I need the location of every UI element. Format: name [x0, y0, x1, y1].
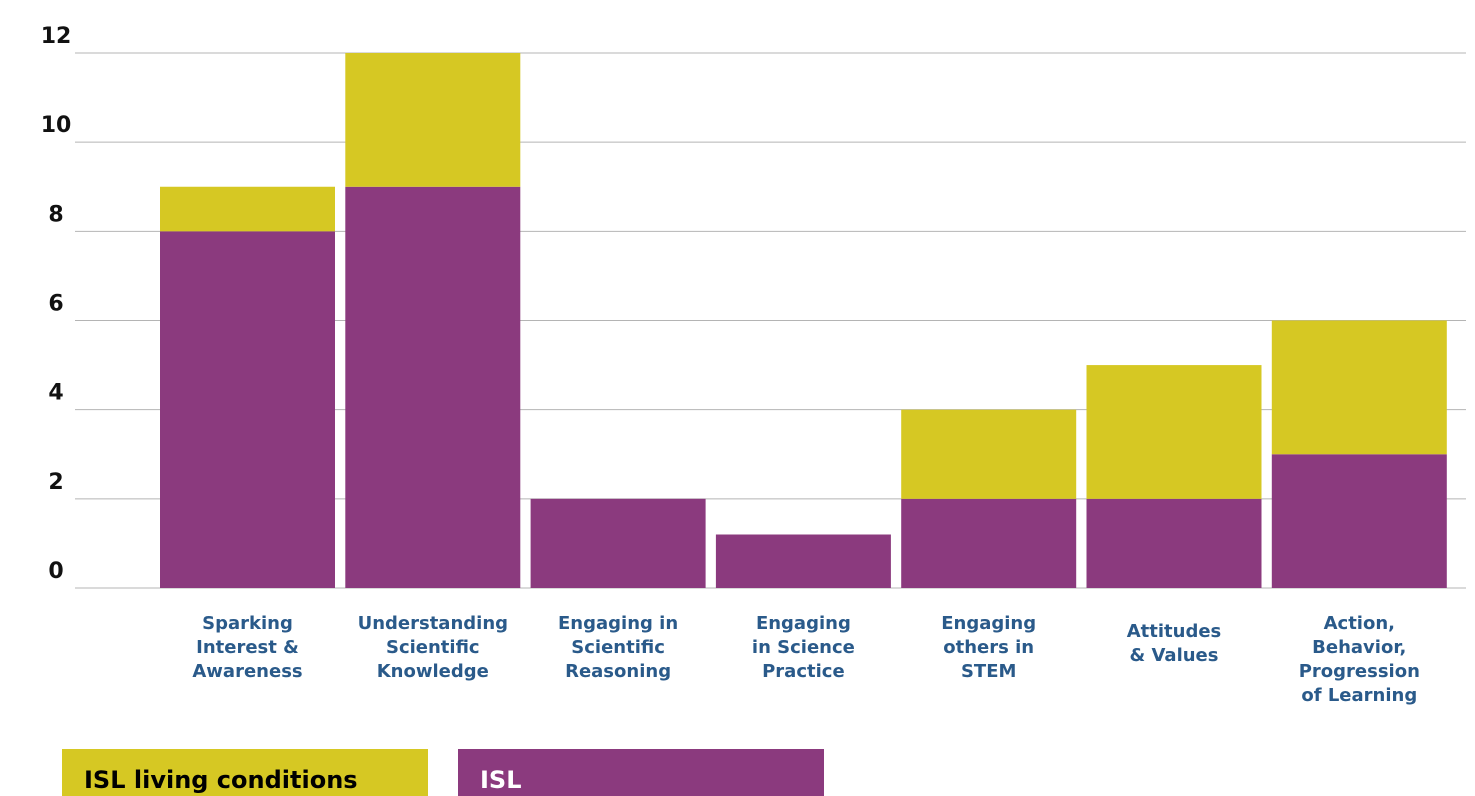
- x-tick-label: Attitudes & Values: [1126, 621, 1222, 666]
- legend-item-isl-living-conditions: ISL living conditions: [62, 749, 428, 796]
- bar-segment-isl-2: [530, 498, 706, 588]
- x-tick-label: Engaging in Scientific Reasoning: [558, 613, 679, 682]
- legend-item-isl: ISL: [458, 749, 824, 796]
- bar-segment-isl-5: [1086, 498, 1262, 588]
- bar-segment-isl-4: [901, 498, 1077, 588]
- y-tick-label: 4: [48, 381, 63, 406]
- legend-label: ISL living conditions: [84, 766, 358, 794]
- y-tick-label: 8: [48, 202, 63, 227]
- x-tick-label: Action, Behavior, Progression of Learnin…: [1298, 613, 1420, 706]
- bar-segment-isl-living-conditions-4: [901, 409, 1077, 499]
- x-tick-label: Sparking Interest & Awareness: [192, 613, 303, 682]
- x-tick-label: Engaging others in STEM: [941, 613, 1037, 682]
- bar-segment-isl-3: [715, 534, 891, 588]
- y-axis-ticks: 0 2 4 6 8 10 12: [41, 24, 72, 584]
- y-tick-label: 2: [48, 470, 63, 495]
- bar-segment-isl-0: [160, 231, 335, 589]
- bar-segment-isl-living-conditions-6: [1271, 320, 1447, 455]
- y-tick-label: 0: [48, 559, 63, 584]
- bar-segment-isl-1: [345, 186, 521, 588]
- bar-segment-isl-6: [1271, 454, 1447, 588]
- y-tick-label: 6: [48, 292, 63, 317]
- y-tick-label: 10: [41, 113, 72, 138]
- x-tick-label: Understanding Scientific Knowledge: [357, 613, 509, 682]
- bar-segment-isl-living-conditions-1: [345, 53, 521, 187]
- bar-segment-isl-living-conditions-5: [1086, 365, 1262, 499]
- bars: [160, 53, 1447, 589]
- x-tick-label: Engaging in Science Practice: [751, 613, 855, 682]
- legend-label: ISL: [480, 766, 522, 794]
- y-tick-label: 12: [41, 24, 72, 49]
- bar-segment-isl-living-conditions-0: [160, 186, 335, 232]
